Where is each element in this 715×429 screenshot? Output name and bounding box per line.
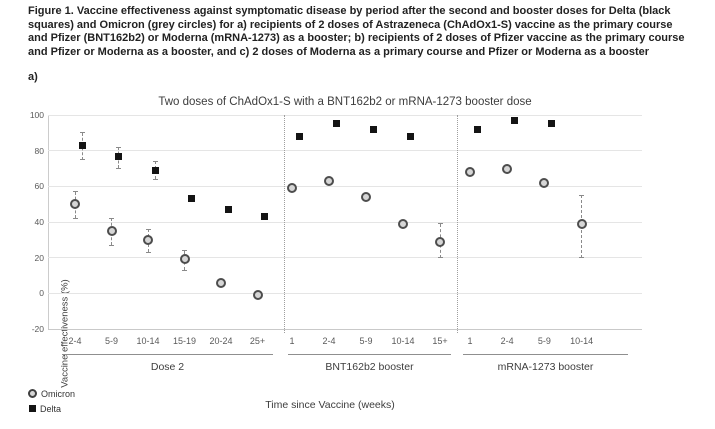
y-tick-label: -20 [31, 324, 44, 334]
error-bar-cap [182, 250, 187, 252]
omicron-point [361, 192, 371, 203]
x-tick-label: 15+ [432, 336, 448, 346]
y-tick-label: 20 [34, 252, 44, 263]
gridline [48, 257, 642, 259]
delta-point [224, 206, 232, 214]
y-tick-label: 0 [39, 288, 44, 299]
gridline [48, 150, 642, 152]
error-bar-cap [109, 244, 114, 246]
error-bar-cap [79, 132, 85, 134]
error-bar-cap [79, 159, 85, 161]
error-bar-cap [145, 228, 151, 230]
gridline [48, 114, 642, 116]
x-tick-label: 5-9 [104, 336, 118, 346]
omicron-point [106, 225, 117, 236]
omicron-point [502, 163, 513, 174]
x-tick-label: 10-14 [391, 336, 415, 346]
omicron-circle-marker-icon [28, 389, 37, 398]
gridline [48, 185, 642, 187]
omicron-point [576, 218, 587, 229]
delta-point [406, 132, 414, 140]
chart-plot-area: Vaccine effectiveness (%) 100 80 60 40 20 0 -2… [30, 110, 642, 388]
group-label: BNT162b2 booster [325, 361, 414, 373]
x-tick-label: 10-14 [570, 336, 594, 346]
omicron-point [398, 218, 408, 229]
error-bar-cap [182, 269, 187, 271]
delta-point [332, 120, 340, 128]
error-bar-cap [152, 178, 158, 180]
delta-point [78, 141, 86, 149]
error-bar-cap [152, 160, 158, 162]
x-tick-label: 25+ [249, 336, 266, 346]
delta-point [151, 166, 159, 174]
x-tick-label: 2-4 [500, 336, 514, 346]
omicron-point [287, 183, 297, 194]
legend-label-omicron: Omicron [41, 388, 76, 399]
error-bar-cap [116, 146, 121, 148]
omicron-point [216, 277, 226, 288]
gridline [48, 328, 642, 330]
legend-label-delta: Delta [40, 403, 62, 414]
y-tick-label: 40 [34, 217, 44, 227]
x-tick-label: 20-24 [209, 336, 233, 346]
omicron-point [465, 167, 475, 178]
error-bar-cap [72, 217, 78, 219]
delta-point [547, 120, 555, 128]
chart-legend: Omicron Delta [28, 386, 75, 416]
chart-title: Two doses of ChAdOx1-S with a BNT162b2 o… [158, 96, 532, 108]
error-bar-cap [72, 191, 78, 193]
delta-point [510, 116, 518, 124]
x-tick-label: 1 [467, 336, 473, 346]
x-tick-label: 1 [289, 336, 295, 346]
omicron-point [435, 236, 445, 247]
panel-divider [283, 115, 285, 333]
delta-point [188, 195, 195, 203]
omicron-point [143, 234, 153, 245]
panel-a-label: a) [28, 71, 38, 83]
y-tick-label: 60 [34, 181, 44, 192]
delta-point [115, 152, 122, 160]
omicron-point [179, 254, 190, 265]
y-tick-label: 100 [29, 110, 44, 120]
x-tick-label: 2-4 [68, 336, 82, 346]
error-bar-cap [145, 251, 151, 253]
figure-caption: Figure 1. Vaccine effectiveness against … [28, 5, 685, 58]
omicron-point [539, 177, 550, 188]
delta-square-marker-icon [29, 405, 36, 412]
omicron-point [252, 290, 263, 301]
error-bar-cap [579, 257, 585, 259]
error-bar-cap [109, 217, 114, 219]
delta-point [473, 125, 481, 133]
x-tick-label: 15-19 [172, 336, 197, 346]
group-underline [463, 354, 628, 355]
legend-item-omicron: Omicron [28, 386, 75, 401]
delta-point [261, 213, 268, 221]
omicron-point [324, 175, 334, 186]
x-axis-title: Time since Vaccine (weeks) [265, 399, 395, 411]
gridline [48, 292, 642, 294]
group-underline [288, 354, 451, 355]
group-underline [62, 354, 273, 355]
panel-divider [456, 115, 458, 333]
x-tick-label: 5-9 [537, 336, 551, 346]
error-bar-cap [116, 168, 121, 169]
x-tick-label: 5-9 [359, 336, 373, 346]
y-tick-label: 80 [34, 145, 44, 156]
group-label: mRNA-1273 booster [497, 361, 594, 373]
delta-point [369, 125, 377, 133]
group-label: Dose 2 [150, 361, 185, 373]
gridline [48, 221, 642, 223]
legend-item-delta: Delta [28, 401, 75, 416]
error-bar-cap [579, 194, 585, 196]
error-bar-cap [437, 223, 443, 225]
delta-point [295, 132, 303, 140]
omicron-point [70, 199, 80, 210]
x-tick-label: 10-14 [136, 336, 160, 346]
error-bar-cap [437, 257, 443, 259]
x-tick-label: 2-4 [322, 336, 336, 346]
